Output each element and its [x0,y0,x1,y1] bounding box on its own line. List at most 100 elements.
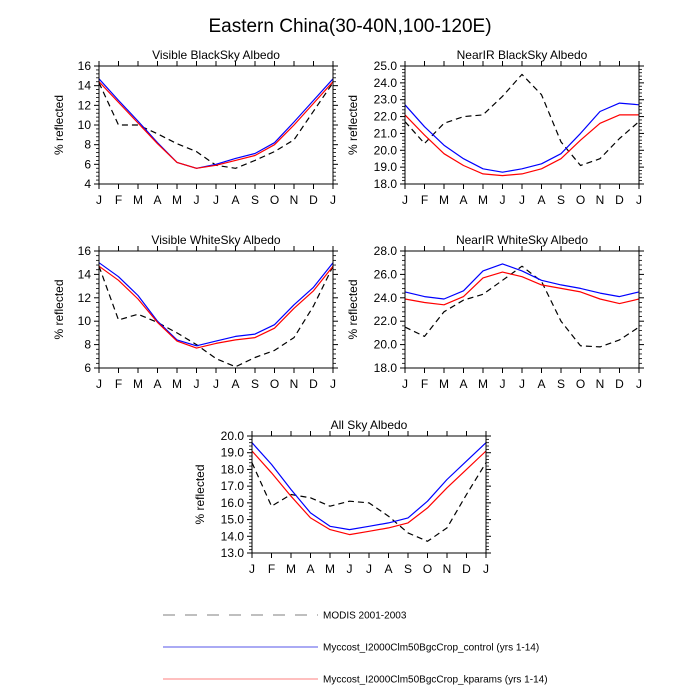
x-tick-label: J [519,193,525,207]
x-tick-label: A [153,377,161,391]
y-tick-label: 10 [78,314,92,328]
x-tick-label: M [478,377,488,391]
modis-line [98,82,334,169]
x-tick-label: S [251,193,259,207]
x-tick-label: N [290,377,299,391]
y-tick-label: 18.0 [374,361,398,375]
panel-title: NearIR BlackSky Albedo [457,48,588,62]
x-tick-label: J [194,193,200,207]
legend-entry: MODIS 2001-2003 [163,611,407,622]
x-tick-label: J [483,562,489,576]
legend-entry: Myccost_I2000Clm50BgcCrop_kparams (yrs 1… [163,675,548,686]
x-tick-label: M [133,377,143,391]
x-tick-label: J [519,377,525,391]
x-tick-label: A [231,377,239,391]
x-tick-label: J [366,562,372,576]
x-tick-label: S [404,562,412,576]
x-tick-label: D [615,193,624,207]
x-tick-label: F [268,562,275,576]
legend-entry: Myccost_I2000Clm50BgcCrop_control (yrs 1… [163,643,539,654]
control-line [98,262,334,347]
x-tick-label: M [286,562,296,576]
x-tick-label: A [384,562,392,576]
x-tick-label: S [557,377,565,391]
x-tick-label: D [309,193,318,207]
y-tick-label: 17.0 [221,479,245,493]
plot-frame [98,250,334,369]
x-tick-label: J [249,562,255,576]
x-tick-label: A [537,193,545,207]
legend: MODIS 2001-2003 Myccost_I2000Clm50BgcCrop… [163,611,548,686]
modis-line [404,265,640,348]
x-tick-label: N [596,377,605,391]
control-line [251,442,487,531]
legend-label: Myccost_I2000Clm50BgcCrop_control (yrs 1… [323,643,539,654]
panel-title: All Sky Albedo [331,418,408,432]
panel-title: Visible BlackSky Albedo [152,48,280,62]
x-tick-label: O [270,377,279,391]
legend-label: Myccost_I2000Clm50BgcCrop_kparams (yrs 1… [323,675,548,686]
y-tick-label: 10 [78,118,92,132]
plot-frame [251,435,487,554]
x-tick-label: J [402,377,408,391]
x-tick-label: A [537,377,545,391]
x-tick-label: M [172,377,182,391]
y-tick-label: 14 [78,79,92,93]
y-tick-label: 6 [84,361,91,375]
y-tick-label: 13.0 [221,546,245,560]
y-tick-label: 25.0 [374,59,398,73]
x-tick-label: D [615,377,624,391]
y-tick-label: 4 [84,177,91,191]
y-axis-label: % reflected [52,95,66,155]
x-tick-label: A [231,193,239,207]
y-tick-label: 24.0 [374,291,398,305]
y-axis-label: % reflected [193,464,207,524]
x-tick-label: J [636,193,642,207]
panel-title: Visible WhiteSky Albedo [151,233,281,247]
main-title: Eastern China(30-40N,100-120E) [208,16,491,37]
x-tick-label: A [306,562,314,576]
x-tick-label: O [270,193,279,207]
x-tick-label: O [423,562,432,576]
x-tick-label: J [96,193,102,207]
y-tick-label: 28.0 [374,244,398,258]
x-tick-label: F [421,377,428,391]
x-tick-label: F [115,377,122,391]
x-tick-label: J [194,377,200,391]
y-tick-label: 26.0 [374,267,398,281]
x-tick-label: J [402,193,408,207]
y-tick-label: 8 [84,338,91,352]
y-tick-label: 20.0 [221,429,245,443]
x-tick-label: M [478,193,488,207]
y-tick-label: 21.0 [374,126,398,140]
x-tick-label: F [421,193,428,207]
x-tick-label: J [347,562,353,576]
x-tick-label: N [596,193,605,207]
y-tick-label: 23.0 [374,93,398,107]
y-axis-label: % reflected [346,279,360,339]
x-tick-label: D [309,377,318,391]
x-tick-label: S [557,193,565,207]
x-tick-label: J [213,193,219,207]
control-line [404,102,640,173]
x-tick-label: M [325,562,335,576]
y-tick-label: 14.0 [221,529,245,543]
y-tick-label: 22.0 [374,314,398,328]
kparams-line [404,114,639,177]
y-tick-label: 12 [78,291,92,305]
y-tick-label: 19.0 [374,160,398,174]
x-tick-label: J [500,377,506,391]
x-tick-label: O [576,193,585,207]
x-tick-label: M [439,193,449,207]
x-tick-label: M [172,193,182,207]
x-tick-label: F [115,193,122,207]
y-tick-label: 14 [78,267,92,281]
x-tick-label: J [330,193,336,207]
y-tick-label: 20.0 [374,338,398,352]
x-tick-label: M [439,377,449,391]
x-tick-label: A [459,193,467,207]
x-tick-label: M [133,193,143,207]
